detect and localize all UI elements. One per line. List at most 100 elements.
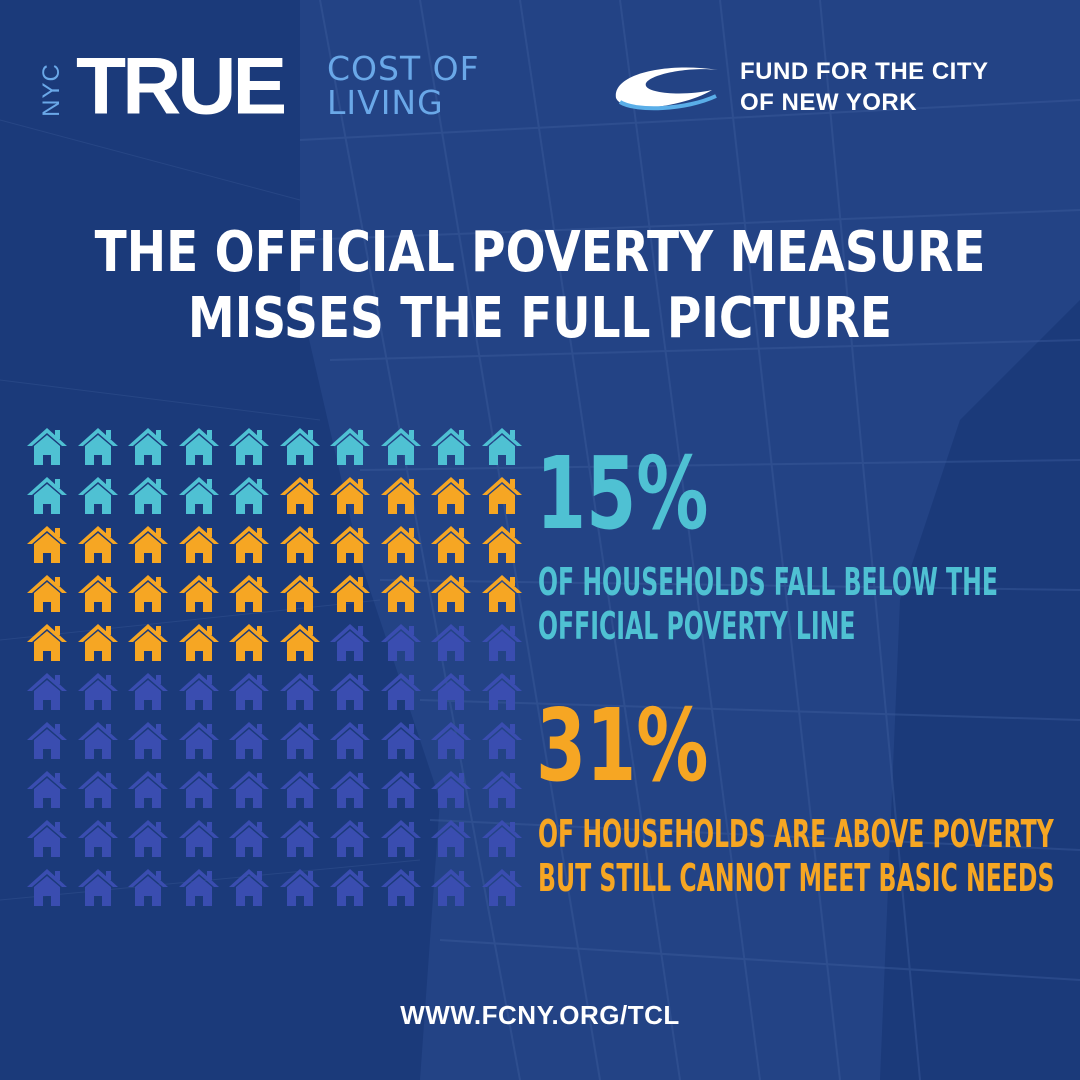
- house-icon: [178, 722, 219, 759]
- house-icon: [330, 771, 370, 808]
- house-icon: [481, 575, 522, 612]
- house-icon: [27, 477, 67, 514]
- house-icon: [77, 673, 118, 710]
- house-icon: [330, 869, 370, 906]
- logo-cost-line2: LIVING: [327, 83, 444, 122]
- house-icon: [431, 477, 471, 514]
- house-icon: [380, 624, 421, 661]
- house-icon: [178, 869, 219, 906]
- house-icon: [77, 428, 118, 465]
- house-icon: [481, 771, 522, 808]
- house-icon: [27, 575, 67, 612]
- logo-cost-line1: COST OF: [327, 49, 480, 88]
- house-icon: [481, 673, 522, 710]
- house-icon: [481, 869, 522, 906]
- house-icon: [279, 624, 320, 661]
- house-icon: [279, 771, 320, 808]
- house-icon: [330, 624, 370, 661]
- logo-true-text: TRUE: [76, 41, 287, 132]
- house-icon: [178, 428, 219, 465]
- logo-nyc-text: NYC: [34, 54, 70, 126]
- house-icon: [431, 722, 471, 759]
- headline: THE OFFICIAL POVERTY MEASURE MISSES THE …: [0, 220, 1080, 352]
- house-icon: [481, 428, 522, 465]
- house-icon: [229, 722, 269, 759]
- house-icon: [178, 526, 219, 563]
- house-icon: [330, 673, 370, 710]
- house-icon: [380, 771, 421, 808]
- house-icon: [330, 526, 370, 563]
- fund-swoosh-icon: [615, 67, 718, 111]
- house-icon: [431, 428, 471, 465]
- house-icon: [481, 722, 522, 759]
- fund-name: FUND FOR THE CITY OF NEW YORK: [740, 56, 989, 118]
- house-icon: [27, 869, 67, 906]
- house-icon: [77, 624, 118, 661]
- house-icon: [128, 771, 168, 808]
- house-icon: [431, 526, 471, 563]
- stat-below-poverty-line2: OFFICIAL POVERTY LINE: [538, 604, 856, 648]
- house-icon: [481, 820, 522, 857]
- house-icon: [380, 673, 421, 710]
- house-icon: [431, 869, 471, 906]
- house-icon: [279, 526, 320, 563]
- stat-below-poverty-value: 15%: [536, 435, 709, 552]
- house-icon: [330, 428, 370, 465]
- house-icon: [178, 673, 219, 710]
- house-icon: [380, 526, 421, 563]
- stat-above-poverty-line2: BUT STILL CANNOT MEET BASIC NEEDS: [538, 856, 1055, 900]
- house-icon: [481, 624, 522, 661]
- stat-above-poverty-line1: OF HOUSEHOLDS ARE ABOVE POVERTY: [538, 812, 1054, 856]
- headline-line1: THE OFFICIAL POVERTY MEASURE: [94, 220, 986, 285]
- house-icon: [77, 820, 118, 857]
- house-icon: [380, 428, 421, 465]
- house-icon: [178, 771, 219, 808]
- house-icon: [77, 477, 118, 514]
- house-icon: [380, 820, 421, 857]
- house-icon: [229, 428, 269, 465]
- headline-line2: MISSES THE FULL PICTURE: [187, 286, 893, 351]
- house-icon: [128, 673, 168, 710]
- house-icon: [178, 820, 219, 857]
- house-icon: [27, 722, 67, 759]
- house-icon: [128, 526, 168, 563]
- house-icon: [481, 477, 522, 514]
- house-icon: [128, 477, 168, 514]
- house-icon: [431, 820, 471, 857]
- house-icon: [229, 771, 269, 808]
- fund-name-line2: OF NEW YORK: [740, 89, 918, 116]
- website-link[interactable]: WWW.FCNY.ORG/TCL: [400, 1000, 680, 1030]
- house-icon: [279, 477, 320, 514]
- stat-below-poverty-line1: OF HOUSEHOLDS FALL BELOW THE: [538, 560, 998, 604]
- house-icon: [178, 575, 219, 612]
- house-icon: [431, 624, 471, 661]
- house-icon: [229, 624, 269, 661]
- house-icon: [330, 722, 370, 759]
- house-icon: [279, 428, 320, 465]
- stat-above-poverty-value: 31%: [536, 687, 709, 804]
- house-icon: [178, 477, 219, 514]
- house-icon: [27, 820, 67, 857]
- fund-name-line1: FUND FOR THE CITY: [740, 58, 989, 85]
- stat-below-poverty-description: OF HOUSEHOLDS FALL BELOW THE OFFICIAL PO…: [538, 560, 998, 648]
- house-icon: [330, 477, 370, 514]
- logo-nyc-label: NYC: [38, 63, 65, 117]
- house-icon: [77, 771, 118, 808]
- house-icon: [27, 771, 67, 808]
- house-icon: [128, 722, 168, 759]
- house-icon: [431, 575, 471, 612]
- house-icon: [27, 526, 67, 563]
- house-icon: [380, 722, 421, 759]
- house-icon: [77, 526, 118, 563]
- house-icon: [279, 673, 320, 710]
- house-icon: [77, 722, 118, 759]
- house-icon: [380, 575, 421, 612]
- house-icon: [279, 869, 320, 906]
- house-icon: [279, 722, 320, 759]
- house-icon: [431, 771, 471, 808]
- house-icon: [380, 477, 421, 514]
- house-icon: [27, 624, 67, 661]
- house-icon: [229, 477, 269, 514]
- house-icon: [128, 624, 168, 661]
